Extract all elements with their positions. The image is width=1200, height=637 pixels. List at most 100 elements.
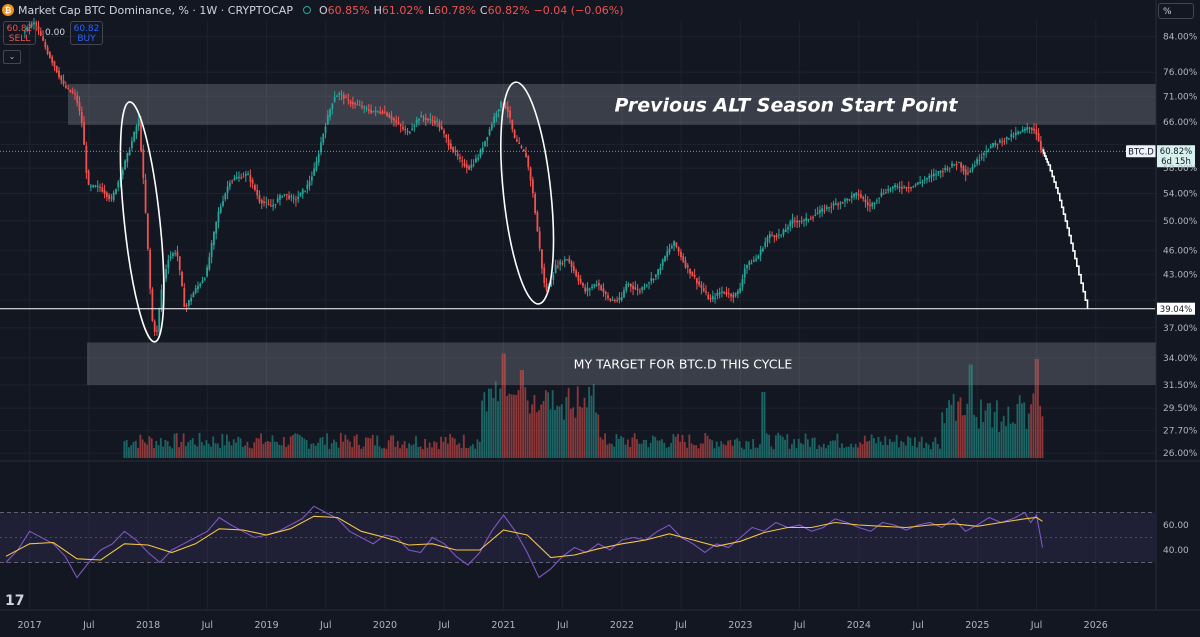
candle-body xyxy=(894,184,896,188)
candle-body xyxy=(839,202,842,204)
candle-body xyxy=(577,275,580,281)
candle-body xyxy=(518,142,521,144)
candle-body xyxy=(213,231,215,246)
volume-bar xyxy=(554,409,556,458)
chevron-down-icon[interactable]: ⌄ xyxy=(3,50,21,64)
low-value: 60.78% xyxy=(433,3,476,17)
candle-body xyxy=(689,268,691,274)
volume-bar xyxy=(346,439,349,458)
candle-body xyxy=(955,164,958,166)
volume-bar xyxy=(150,438,153,458)
volume-bar xyxy=(1027,413,1030,458)
volume-bar xyxy=(298,435,301,458)
volume-bar xyxy=(394,446,397,458)
candle-body xyxy=(531,179,534,194)
candle-body xyxy=(199,283,202,287)
symbol-title[interactable]: Market Cap BTC Dominance, % · 1W · CRYPT… xyxy=(18,3,293,17)
volume-bar xyxy=(369,438,372,458)
buy-price: 60.82 xyxy=(73,24,100,34)
candle-body xyxy=(652,278,655,280)
candle-body xyxy=(996,143,999,145)
candle-body xyxy=(855,192,858,196)
volume-bar xyxy=(526,400,529,458)
volume-bar xyxy=(123,441,126,458)
candle-body xyxy=(247,173,249,175)
volume-bar xyxy=(907,436,909,458)
candle-body xyxy=(823,210,826,212)
high-value: 61.02% xyxy=(381,3,424,17)
candle-body xyxy=(568,258,571,263)
volume-bar xyxy=(344,434,347,458)
change-value: −0.04 (−0.06%) xyxy=(533,3,624,17)
candle-body xyxy=(871,202,874,207)
volume-bar xyxy=(585,407,588,458)
volume-bar xyxy=(558,406,561,458)
volume-bar xyxy=(724,445,727,458)
tradingview-logo-icon[interactable]: 17 xyxy=(5,593,25,609)
volume-bar xyxy=(515,394,518,458)
volume-bar xyxy=(838,447,841,458)
candle-body xyxy=(588,288,591,290)
market-status-icon xyxy=(302,6,311,14)
volume-bar xyxy=(727,440,729,458)
candle-body xyxy=(1017,131,1019,134)
volume-bar xyxy=(314,445,317,458)
sell-button[interactable]: 60.82 SELL xyxy=(3,21,36,45)
volume-bar xyxy=(795,448,798,458)
volume-bar xyxy=(565,396,568,458)
candle-body xyxy=(351,102,354,105)
percent-scale-button[interactable]: % xyxy=(1158,3,1194,19)
candle-body xyxy=(796,220,799,223)
volume-bar xyxy=(868,440,871,458)
candle-body xyxy=(208,257,211,270)
volume-bar xyxy=(467,448,470,458)
volume-bar xyxy=(704,433,707,458)
volume-bar xyxy=(734,439,736,458)
candle-body xyxy=(645,284,648,286)
candle-body xyxy=(340,93,343,95)
highlight-ellipse xyxy=(500,81,555,305)
volume-bar xyxy=(1018,395,1021,458)
volume-bar xyxy=(399,448,401,458)
candle-body xyxy=(714,297,716,299)
candle-body xyxy=(222,201,224,206)
volume-bar xyxy=(980,399,982,458)
volume-bar xyxy=(973,414,976,458)
candle-body xyxy=(165,268,167,279)
candle-body xyxy=(497,109,500,112)
volume-bar xyxy=(592,384,595,458)
volume-bar xyxy=(1016,403,1019,458)
volume-bar xyxy=(141,439,144,458)
candle-body xyxy=(960,162,963,168)
volume-bar xyxy=(804,433,807,458)
candle-body xyxy=(693,275,696,278)
candle-body xyxy=(201,280,204,283)
candle-body xyxy=(110,197,113,199)
candle-body xyxy=(859,194,862,198)
volume-bar xyxy=(492,397,495,458)
volume-bar xyxy=(305,440,308,458)
candle-body xyxy=(78,102,81,111)
candle-body xyxy=(632,285,634,289)
candle-body xyxy=(705,291,707,293)
candle-body xyxy=(782,229,785,235)
volume-bar xyxy=(337,447,340,458)
volume-bar xyxy=(287,444,290,458)
volume-bar xyxy=(159,438,162,458)
grid-layer xyxy=(0,20,1155,610)
candle-body xyxy=(190,298,193,302)
volume-bar xyxy=(1037,359,1039,458)
price-tick-label: 43.00% xyxy=(1163,270,1198,280)
candle-body xyxy=(96,185,99,187)
volume-bar xyxy=(604,433,606,458)
candle-body xyxy=(677,247,680,252)
zone-layer: Previous ALT Season Start Point MY TARGET… xyxy=(68,83,1156,385)
volume-bar xyxy=(834,440,837,458)
volume-bar xyxy=(913,437,916,458)
candle-body xyxy=(231,180,234,182)
candle-body xyxy=(115,189,117,194)
buy-button[interactable]: 60.82 BUY xyxy=(70,21,103,45)
volume-bar xyxy=(257,438,260,458)
candle-body xyxy=(258,194,261,202)
